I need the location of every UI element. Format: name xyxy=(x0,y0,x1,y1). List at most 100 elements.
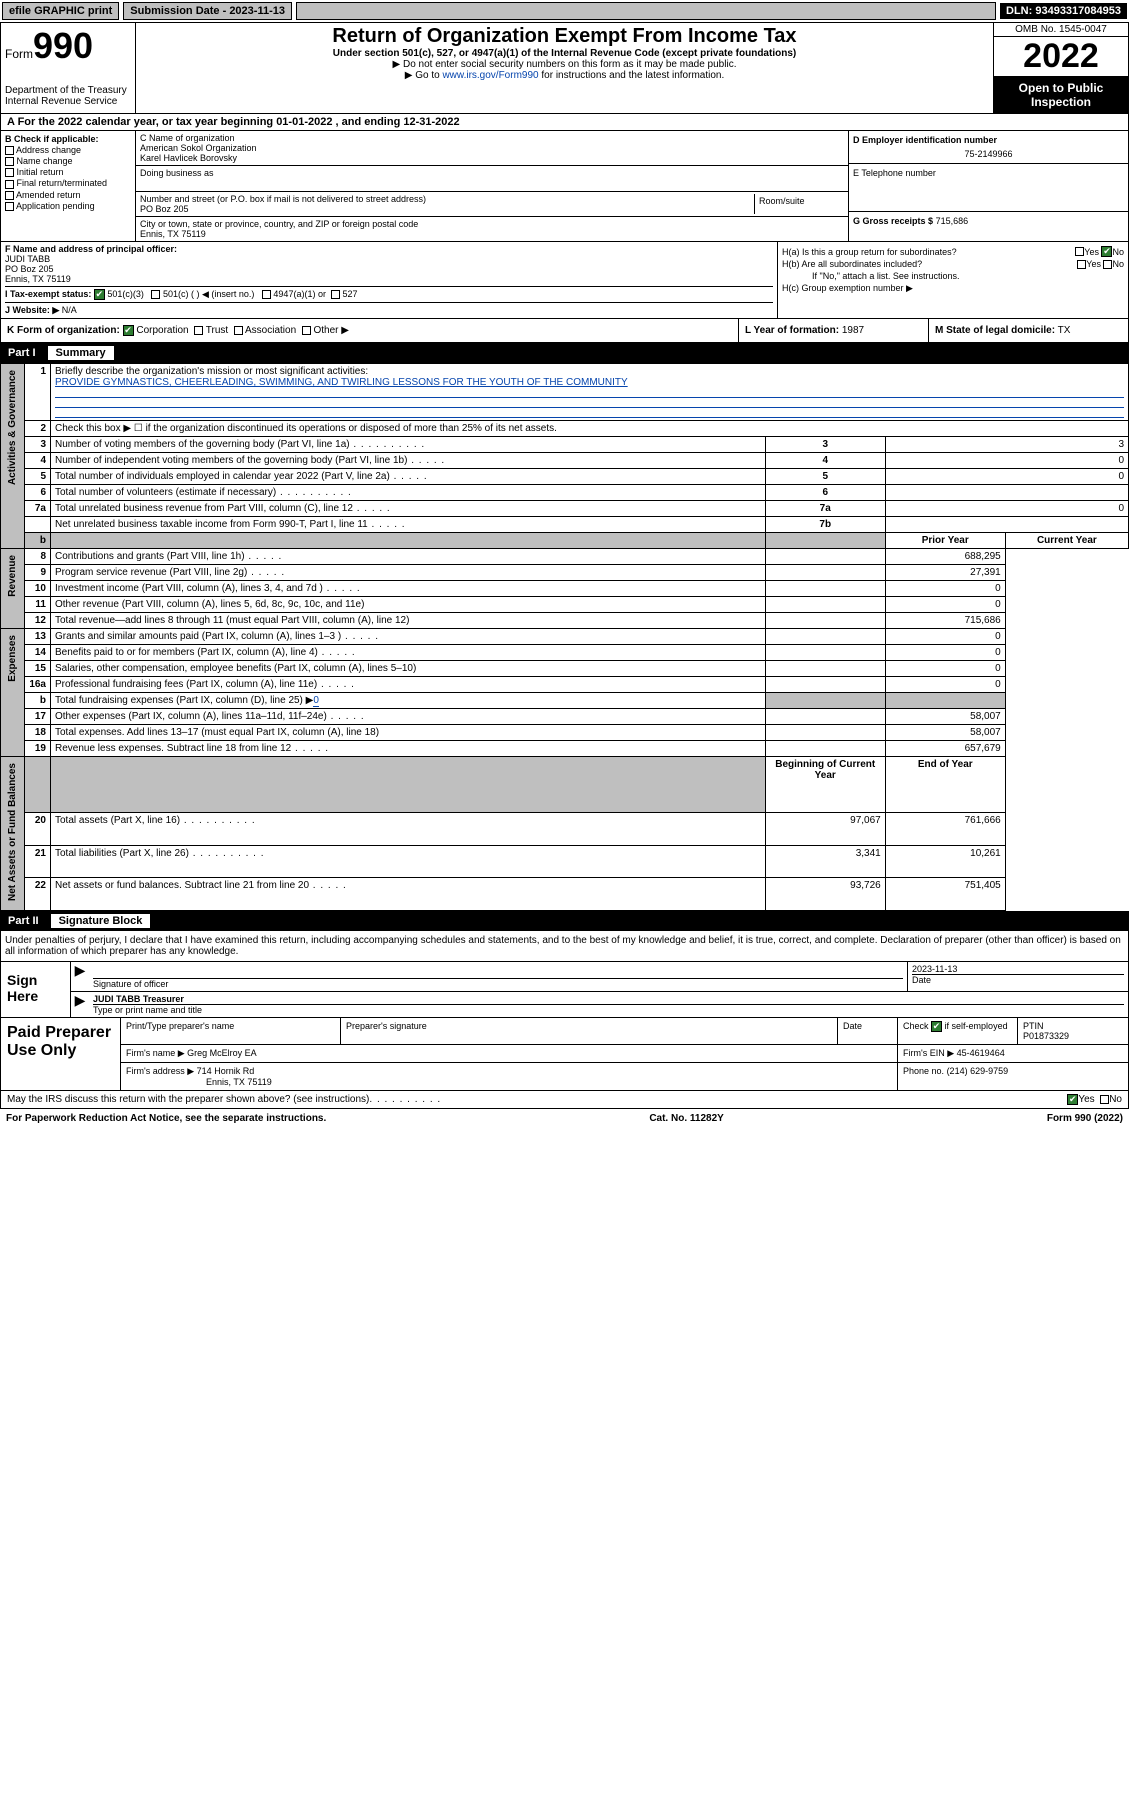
officer-name: JUDI TABB xyxy=(5,254,773,264)
website-label: J Website: ▶ xyxy=(5,305,59,315)
paid-preparer-block: Paid Preparer Use Only Print/Type prepar… xyxy=(0,1018,1129,1091)
line16a: Professional fundraising fees (Part IX, … xyxy=(55,679,317,690)
line19: Revenue less expenses. Subtract line 18 … xyxy=(55,743,291,754)
val5: 0 xyxy=(885,469,1128,485)
line7b: Net unrelated business taxable income fr… xyxy=(55,519,368,530)
checkbox-trust[interactable] xyxy=(194,326,203,335)
line16b: Total fundraising expenses (Part IX, col… xyxy=(55,695,313,706)
checkbox-other[interactable] xyxy=(302,326,311,335)
irs-label: Internal Revenue Service xyxy=(5,96,131,107)
discuss-label: May the IRS discuss this return with the… xyxy=(7,1094,369,1105)
val17c: 58,007 xyxy=(885,709,1005,725)
street-label: Number and street (or P.O. box if mail i… xyxy=(140,194,754,204)
val15c: 0 xyxy=(885,661,1005,677)
checkbox-4947[interactable] xyxy=(262,290,271,299)
checkbox-final[interactable] xyxy=(5,180,14,189)
discuss-yes[interactable]: ✔ xyxy=(1067,1094,1078,1105)
footer: For Paperwork Reduction Act Notice, see … xyxy=(0,1109,1129,1128)
col-b-header: B Check if applicable: xyxy=(5,134,131,144)
firm-ein: 45-4619464 xyxy=(957,1048,1005,1058)
sig-date-label: Date xyxy=(912,974,1124,985)
line11: Other revenue (Part VIII, column (A), li… xyxy=(55,599,364,610)
val21e: 10,261 xyxy=(885,845,1005,878)
info-block: B Check if applicable: Address change Na… xyxy=(0,131,1129,242)
discuss-no[interactable] xyxy=(1100,1095,1109,1104)
sig-officer-label: Signature of officer xyxy=(93,978,903,989)
spacer-bar xyxy=(296,2,996,20)
city-label: City or town, state or province, country… xyxy=(140,219,844,229)
efile-button[interactable]: efile GRAPHIC print xyxy=(2,2,119,20)
checkbox-amend[interactable] xyxy=(5,191,14,200)
val6 xyxy=(885,485,1128,501)
form-ref: Form 990 (2022) xyxy=(1047,1113,1123,1124)
hb-no[interactable] xyxy=(1103,260,1112,269)
checkbox-selfemp[interactable]: ✔ xyxy=(931,1021,942,1032)
hb-yes[interactable] xyxy=(1077,260,1086,269)
line-a: A For the 2022 calendar year, or tax yea… xyxy=(0,114,1129,131)
form-header: Form990 Department of the Treasury Inter… xyxy=(0,22,1129,114)
form-number: Form990 xyxy=(5,25,131,67)
ein-value: 75-2149966 xyxy=(853,149,1124,159)
cat-no: Cat. No. 11282Y xyxy=(649,1113,723,1124)
checkbox-init[interactable] xyxy=(5,168,14,177)
firm-addr2: Ennis, TX 75119 xyxy=(126,1077,892,1087)
val7b xyxy=(885,517,1128,533)
line2: Check this box ▶ ☐ if the organization d… xyxy=(51,421,1129,437)
form-org-label: K Form of organization: xyxy=(7,325,120,336)
val16ac: 0 xyxy=(885,677,1005,693)
val4: 0 xyxy=(885,453,1128,469)
side-governance: Activities & Governance xyxy=(7,366,18,489)
sig-name: JUDI TABB Treasurer xyxy=(93,994,1124,1004)
line22: Net assets or fund balances. Subtract li… xyxy=(55,880,309,891)
val16b: 0 xyxy=(313,695,319,707)
checkbox-assoc[interactable] xyxy=(234,326,243,335)
val12c: 715,686 xyxy=(885,613,1005,629)
form-subtitle-3: ▶ Go to www.irs.gov/Form990 for instruct… xyxy=(138,70,991,81)
irs-link[interactable]: www.irs.gov/Form990 xyxy=(442,70,538,81)
prep-sig-label: Preparer's signature xyxy=(341,1018,838,1044)
line1-value: PROVIDE GYMNASTICS, CHEERLEADING, SWIMMI… xyxy=(55,377,1124,388)
line1-label: Briefly describe the organization's miss… xyxy=(55,366,1124,377)
line5: Total number of individuals employed in … xyxy=(55,471,390,482)
firm-addr-label: Firm's address ▶ xyxy=(126,1066,194,1076)
line20: Total assets (Part X, line 16) xyxy=(55,815,180,826)
line8: Contributions and grants (Part VIII, lin… xyxy=(55,551,245,562)
prep-name-label: Print/Type preparer's name xyxy=(121,1018,341,1044)
val18c: 58,007 xyxy=(885,725,1005,741)
city-value: Ennis, TX 75119 xyxy=(140,229,844,239)
domicile-label: M State of legal domicile: xyxy=(935,325,1055,336)
dln: DLN: 93493317084953 xyxy=(1000,3,1127,19)
line6: Total number of volunteers (estimate if … xyxy=(55,487,276,498)
arrow-icon: ▶ xyxy=(71,962,89,991)
org-name-label: C Name of organization xyxy=(140,133,844,143)
side-revenue: Revenue xyxy=(7,551,18,601)
checkbox-app[interactable] xyxy=(5,202,14,211)
hb-label: H(b) Are all subordinates included? xyxy=(782,259,1077,269)
checkbox-corp[interactable]: ✔ xyxy=(123,325,134,336)
checkbox-501c[interactable] xyxy=(151,290,160,299)
tax-year: 2022 xyxy=(994,37,1128,77)
year-formed-label: L Year of formation: xyxy=(745,325,839,336)
org-name-1: American Sokol Organization xyxy=(140,143,844,153)
part2-header: Part II Signature Block xyxy=(0,911,1129,931)
signature-block: Sign Here ▶ Signature of officer 2023-11… xyxy=(0,962,1129,1018)
ha-no[interactable]: ✔ xyxy=(1101,246,1112,257)
checkbox-addr[interactable] xyxy=(5,146,14,155)
checkbox-501c3[interactable]: ✔ xyxy=(94,289,105,300)
checkbox-name[interactable] xyxy=(5,157,14,166)
column-cd: C Name of organization American Sokol Or… xyxy=(136,131,848,241)
column-b: B Check if applicable: Address change Na… xyxy=(1,131,136,241)
form-subtitle-2: ▶ Do not enter social security numbers o… xyxy=(138,59,991,70)
val9c: 27,391 xyxy=(885,565,1005,581)
checkbox-527[interactable] xyxy=(331,290,340,299)
paid-title: Paid Preparer Use Only xyxy=(1,1018,121,1090)
ptin-label: PTIN xyxy=(1023,1021,1123,1031)
submission-date: Submission Date - 2023-11-13 xyxy=(123,2,292,20)
line17: Other expenses (Part IX, column (A), lin… xyxy=(55,711,327,722)
prep-date-label: Date xyxy=(838,1018,898,1044)
col-prior: Prior Year xyxy=(885,533,1005,549)
officer-label: F Name and address of principal officer: xyxy=(5,244,773,254)
ha-yes[interactable] xyxy=(1075,247,1084,256)
phone-label: E Telephone number xyxy=(853,168,1124,178)
val8c: 688,295 xyxy=(885,549,1005,565)
